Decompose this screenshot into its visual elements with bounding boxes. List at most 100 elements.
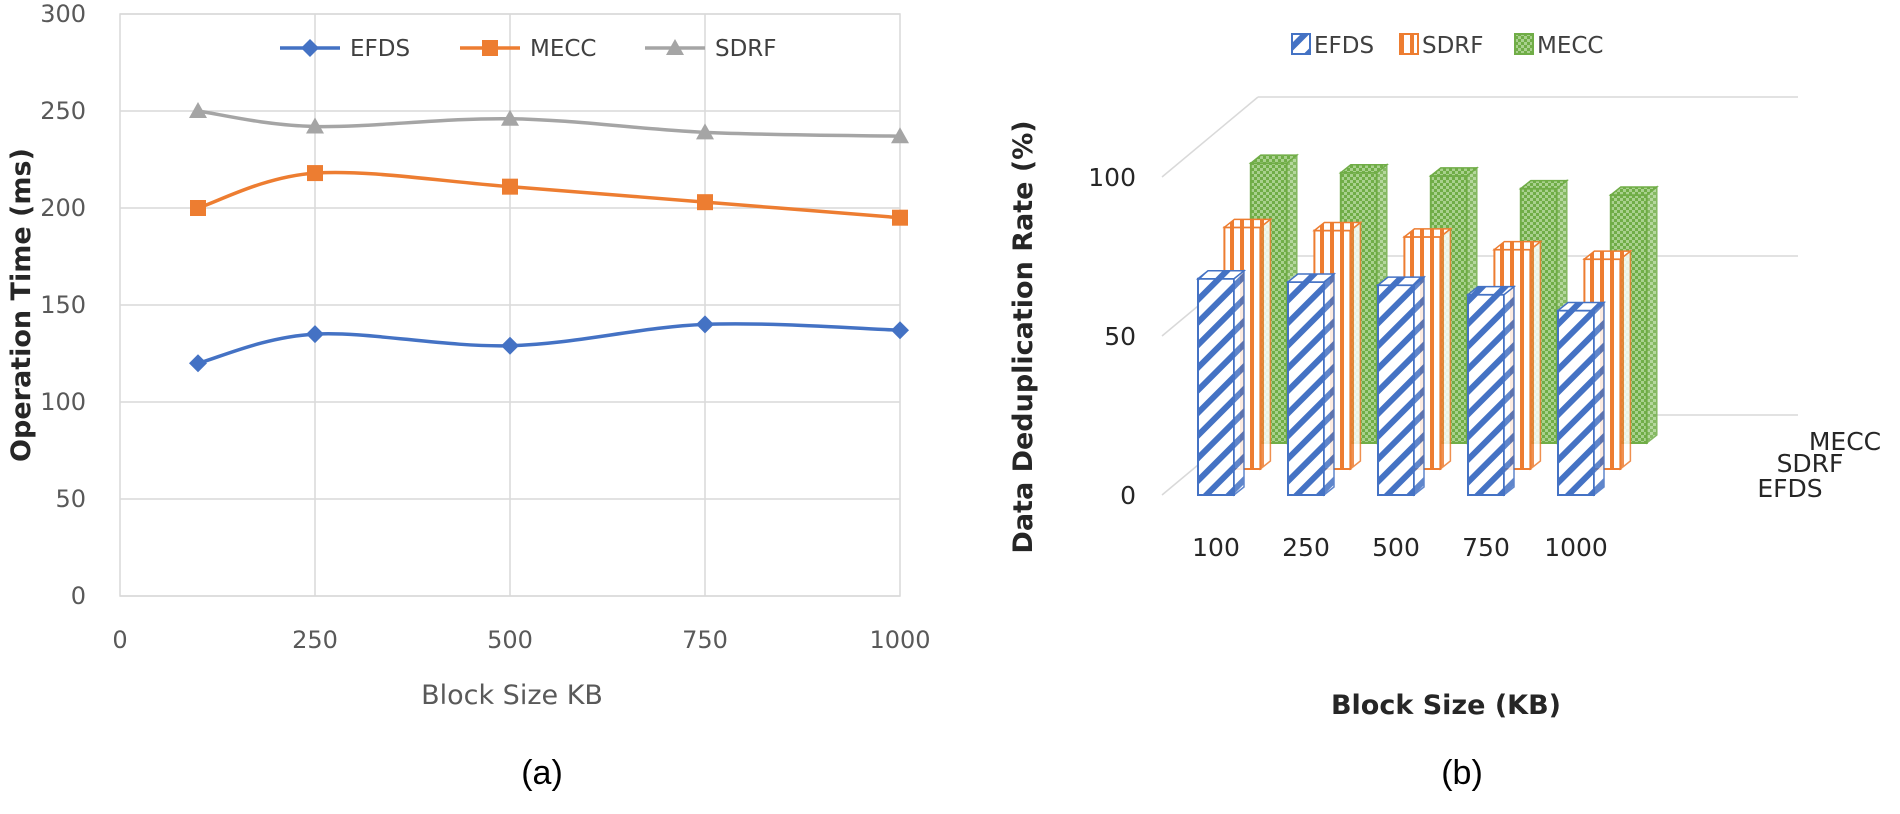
bar-front — [1557, 309, 1595, 496]
bar-top — [1375, 276, 1427, 286]
y-axis-label: Operation Time (ms) — [6, 148, 37, 462]
bar-side — [1323, 272, 1335, 497]
x-tick-label: 0 — [112, 626, 127, 654]
bar-efds — [1465, 285, 1517, 497]
legend: EFDS MECC SDRF — [280, 36, 777, 62]
y-tick-label: 50 — [55, 485, 86, 513]
y-axis-label: Data Deduplication Rate (%) — [1008, 120, 1039, 553]
marker-efds — [189, 354, 207, 373]
marker-efds — [501, 336, 519, 355]
x-axis-label: Block Size (KB) — [1331, 690, 1561, 721]
bar-top — [1582, 250, 1633, 260]
bar-front — [1197, 277, 1235, 497]
bar-side — [1259, 217, 1272, 471]
bar-side — [1646, 185, 1658, 445]
depth-label: SDRF — [1777, 449, 1844, 478]
bar-side — [1529, 240, 1542, 471]
bar-top — [1222, 218, 1273, 229]
marker-efds — [306, 325, 324, 344]
legend-label-mecc: MECC — [1537, 33, 1604, 59]
bar-side — [1619, 249, 1632, 471]
series-line-efds — [197, 322, 901, 365]
legend-swatch-mecc — [1514, 33, 1534, 55]
series-markers — [189, 102, 909, 373]
bar-front — [1287, 280, 1325, 496]
x-tick-label: 1000 — [869, 626, 930, 654]
marker-mecc — [307, 165, 323, 182]
bar-top — [1555, 301, 1607, 312]
x-axis-label: Block Size KB — [421, 680, 603, 711]
bar-side — [1439, 227, 1452, 471]
marker-sdrf — [189, 102, 207, 118]
bar-top — [1195, 270, 1247, 280]
y-tick-labels: 0 50 100 150 200 250 300 — [40, 0, 86, 610]
bar-top — [1428, 167, 1479, 177]
bar-side — [1413, 275, 1425, 497]
legend-marker-efds — [301, 39, 319, 57]
y-tick-label: 0 — [1120, 481, 1136, 510]
x-tick-label: 1000 — [1544, 533, 1608, 562]
legend-swatch-efds — [1291, 33, 1311, 55]
marker-efds — [696, 315, 714, 334]
x-tick-labels: 0 250 500 750 1000 — [112, 626, 930, 654]
marker-mecc — [502, 178, 518, 195]
bar-top — [1402, 228, 1453, 238]
bar-top — [1608, 186, 1659, 196]
line-chart-a: 0 50 100 150 200 250 300 0 250 500 750 1000 EFDS ME… — [6, 0, 931, 792]
y-tick-label: 0 — [71, 582, 86, 610]
bar-top — [1338, 163, 1389, 174]
y-tick-label: 100 — [1088, 163, 1136, 192]
caption-a: (a) — [521, 754, 563, 792]
x-tick-label: 750 — [682, 626, 728, 654]
bar-top — [1248, 154, 1299, 164]
bar-efds — [1195, 269, 1247, 497]
marker-mecc — [697, 194, 713, 211]
bar-side — [1349, 220, 1362, 471]
marker-efds — [891, 321, 909, 340]
series-line-sdrf — [197, 109, 901, 138]
bar-efds — [1555, 300, 1607, 497]
y-tick-label: 50 — [1104, 322, 1136, 351]
y-tick-label: 250 — [40, 97, 86, 125]
side-gridline — [1161, 96, 1259, 178]
depth-label: MECC — [1809, 427, 1881, 456]
y-tick-label: 100 — [40, 388, 86, 416]
bars — [1195, 153, 1659, 497]
legend-label-sdrf: SDRF — [715, 36, 777, 62]
bar-side — [1233, 269, 1245, 497]
legend: EFDS SDRF MECC — [1291, 33, 1604, 59]
series-lines — [197, 109, 901, 365]
y-tick-label: 300 — [40, 0, 86, 28]
bar-side — [1593, 300, 1605, 497]
x-tick-label: 500 — [1372, 533, 1420, 562]
legend-label-sdrf: SDRF — [1422, 33, 1484, 59]
bar-front — [1377, 284, 1415, 496]
bar-front — [1467, 293, 1505, 496]
bar-top — [1312, 221, 1363, 232]
bar-top — [1518, 179, 1569, 190]
y-tick-label: 150 — [40, 291, 86, 319]
legend-label-efds: EFDS — [1314, 33, 1374, 59]
depth-label: EFDS — [1757, 474, 1822, 503]
bar-top — [1492, 240, 1543, 251]
marker-sdrf — [306, 117, 324, 134]
legend-label-efds: EFDS — [350, 36, 410, 62]
legend-swatch-sdrf — [1399, 33, 1419, 55]
x-tick-label: 750 — [1462, 533, 1510, 562]
series-line-mecc — [197, 170, 901, 220]
bar-side — [1503, 285, 1515, 497]
marker-sdrf — [501, 109, 519, 126]
caption-b: (b) — [1441, 754, 1483, 792]
marker-mecc — [190, 200, 206, 216]
legend-label-mecc: MECC — [530, 36, 597, 62]
bar-top — [1465, 285, 1517, 296]
x-tick-label: 250 — [1282, 533, 1330, 562]
x-tick-labels: 100 250 500 750 1000 — [1192, 533, 1608, 562]
x-tick-label: 500 — [487, 626, 533, 654]
marker-mecc — [892, 209, 908, 226]
legend-marker-mecc — [482, 40, 498, 56]
y-tick-label: 200 — [40, 194, 86, 222]
